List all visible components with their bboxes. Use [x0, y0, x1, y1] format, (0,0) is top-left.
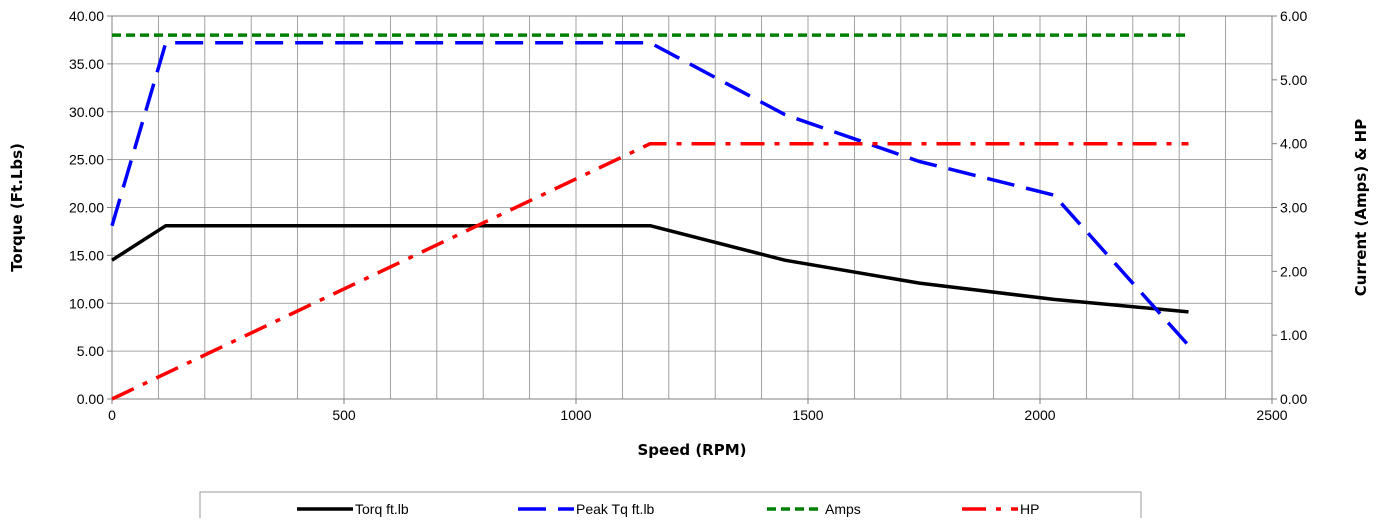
- right-y-tick-label: 0.00: [1280, 391, 1307, 407]
- x-tick-label: 500: [332, 407, 356, 423]
- right-y-tick-label: 3.00: [1280, 200, 1307, 216]
- left-y-tick-label: 35.00: [69, 56, 104, 72]
- x-tick-label: 1000: [560, 407, 591, 423]
- left-y-tick-label: 40.00: [69, 8, 104, 24]
- x-tick-label: 0: [108, 407, 116, 423]
- x-tick-label: 1500: [792, 407, 823, 423]
- series-layer: [110, 33, 1190, 401]
- left-y-tick-label: 0.00: [77, 391, 104, 407]
- left-y-tick-label: 5.00: [77, 343, 104, 359]
- right-y-axis-title: Current (Amps) & HP: [1352, 119, 1370, 296]
- left-y-tick-label: 30.00: [69, 104, 104, 120]
- left-y-tick-label: 20.00: [69, 200, 104, 216]
- legend: [199, 491, 1142, 523]
- right-y-tick-label: 4.00: [1280, 136, 1307, 152]
- legend-label-peak-tq-ft-lb: Peak Tq ft.lb: [576, 501, 655, 517]
- right-y-tick-label: 5.00: [1280, 72, 1307, 88]
- legend-entries: Torq ft.lb Peak Tq ft.lb Amps HP: [297, 501, 1039, 517]
- left-y-axis-title: Torque (Ft.Lbs): [8, 143, 26, 272]
- grid-layer: [111, 15, 1273, 400]
- left-y-tick-label: 10.00: [69, 295, 104, 311]
- left-y-tick-label: 15.00: [69, 247, 104, 263]
- x-tick-label: 2000: [1024, 407, 1055, 423]
- legend-label-hp: HP: [1020, 501, 1039, 517]
- right-y-tick-label: 6.00: [1280, 8, 1307, 24]
- series-line-peak-tq-ft-lb: [110, 41, 1190, 347]
- right-y-tick-label: 1.00: [1280, 327, 1307, 343]
- x-tick-label: 2500: [1256, 407, 1287, 423]
- legend-label-amps: Amps: [825, 501, 861, 517]
- legend-label-torq-ft-lb: Torq ft.lb: [355, 501, 409, 517]
- series-line-torq-ft-lb: [111, 223, 1189, 314]
- right-y-tick-label: 2.00: [1280, 263, 1307, 279]
- axis-layer: 0 500 1000 1500 2000 25000.005.0010.0015.0020…: [69, 8, 1308, 423]
- series-line-hp: [111, 141, 1189, 401]
- x-axis-title: Speed (RPM): [637, 441, 746, 459]
- left-y-tick-label: 25.00: [69, 152, 104, 168]
